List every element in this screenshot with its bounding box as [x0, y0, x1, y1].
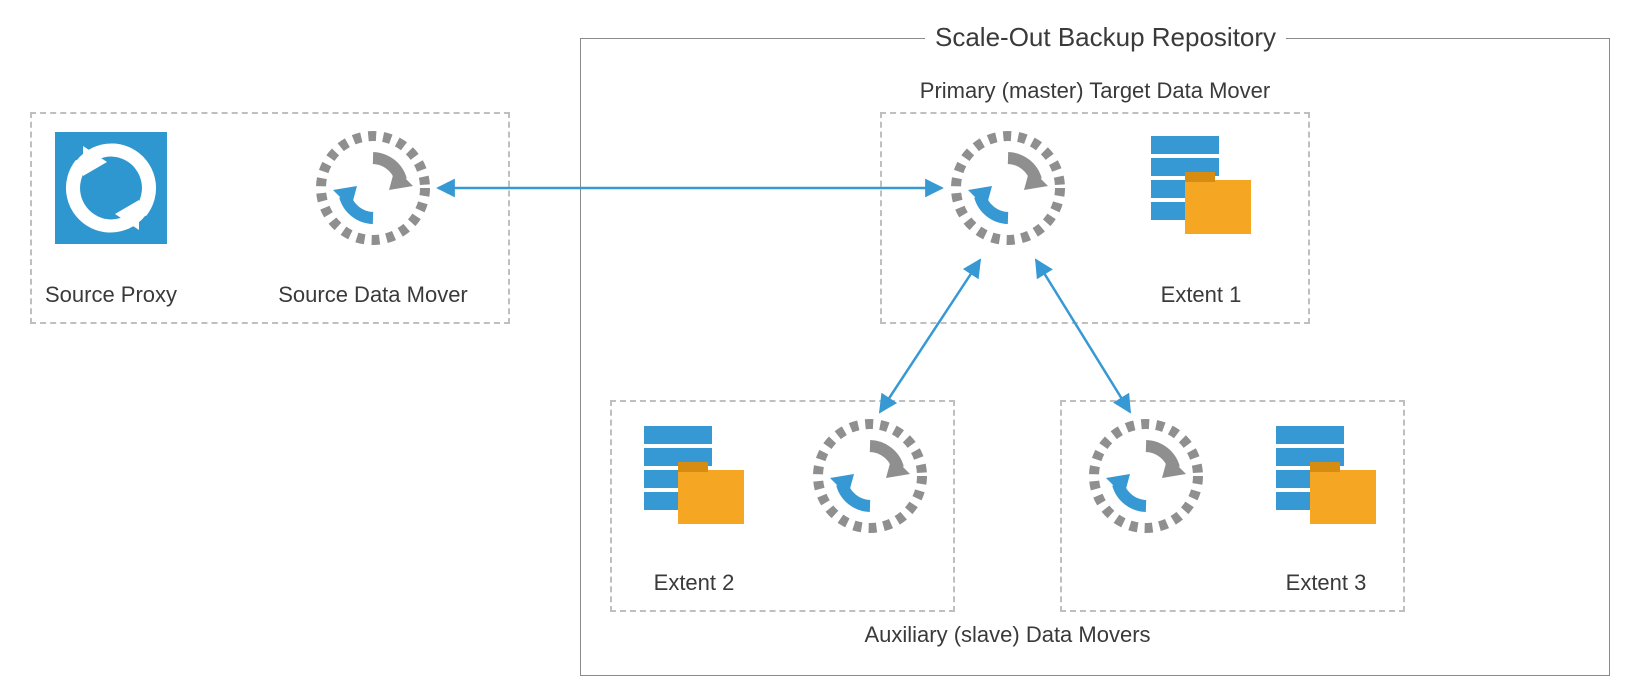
repo-icon [638, 420, 750, 532]
data-mover-icon [315, 130, 431, 246]
source-mover-label: Source Data Mover [245, 282, 501, 308]
data-mover-icon [950, 130, 1066, 246]
extent1-label: Extent 1 [1145, 282, 1257, 308]
extent2-label: Extent 2 [638, 570, 750, 596]
arrows-layer [0, 0, 1638, 700]
extent3-label: Extent 3 [1270, 570, 1382, 596]
data-mover-icon [1088, 418, 1204, 534]
repo-icon [1145, 130, 1257, 242]
source-proxy-label: Source Proxy [30, 282, 192, 308]
repo-icon [1270, 420, 1382, 532]
proxy-square-icon [55, 132, 167, 244]
data-mover-icon [812, 418, 928, 534]
